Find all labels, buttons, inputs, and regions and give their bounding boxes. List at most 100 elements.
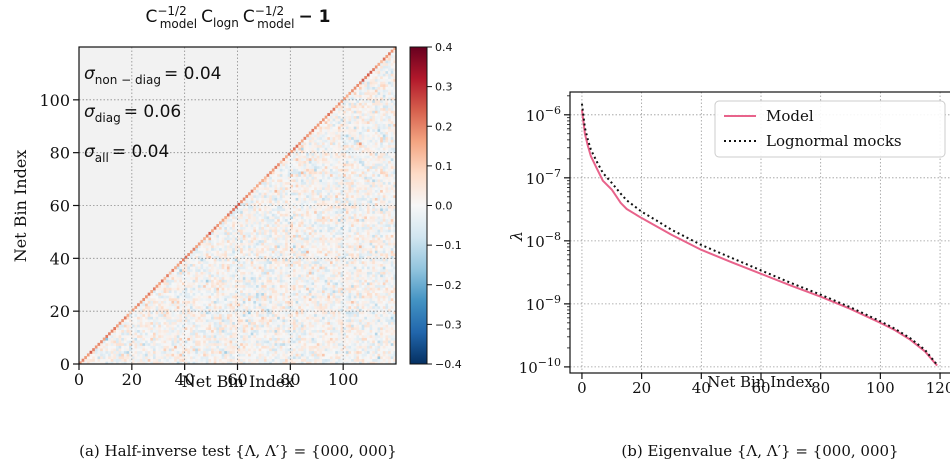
heatmap-cell [232,324,236,328]
heatmap-cell [266,242,270,246]
heatmap-cell [237,327,241,331]
heatmap-cell [234,358,238,362]
heatmap-cell [147,334,151,338]
heatmap-cell [224,308,228,312]
heatmap-cell [121,321,125,325]
heatmap-cell [179,282,183,286]
heatmap-cell [155,332,159,336]
heatmap-cell [237,313,241,317]
heatmap-cell [322,274,326,278]
heatmap-cell [234,321,238,325]
heatmap-cell [369,348,373,352]
heatmap-cell [205,245,209,249]
heatmap-cell [221,237,225,241]
heatmap-cell [126,350,130,354]
heatmap-cell [208,311,212,315]
heatmap-cell [345,229,349,233]
heatmap-cell [142,345,146,349]
heatmap-cell [390,239,394,243]
heatmap-cell [324,253,328,257]
heatmap-cell [226,337,230,341]
heatmap-cell [377,229,381,233]
heatmap-cell [219,239,222,243]
heatmap-cell [359,308,363,312]
heatmap-cell [377,321,381,325]
heatmap-cell [290,234,294,238]
heatmap-cell [240,260,244,264]
heatmap-cell [327,345,331,349]
heatmap-cell [131,361,135,364]
heatmap-cell [308,321,312,325]
heatmap-cell [248,271,252,275]
heatmap-cell [353,300,357,304]
heatmap-cell [340,231,344,235]
heatmap-cell [216,290,220,294]
heatmap-cell [253,319,257,323]
heatmap-cell [258,231,262,235]
heatmap-cell [274,234,278,238]
heatmap-cell [208,319,212,323]
heatmap-cell [351,345,355,349]
heatmap-cell [322,297,326,301]
heatmap-cell [361,255,365,259]
heatmap-cell [232,282,236,286]
heatmap-cell [261,319,265,323]
heatmap-cell [174,300,178,304]
heatmap-cell [374,242,378,246]
heatmap-cell [142,353,146,357]
heatmap-cell [340,324,344,328]
heatmap-cell [203,239,207,243]
heatmap-cell [221,305,225,309]
heatmap-cell [250,332,254,336]
heatmap-cell [335,334,339,338]
heatmap-cell [205,260,209,264]
heatmap-cell [271,237,275,241]
heatmap-cell [134,353,138,357]
heatmap-cell [295,258,299,262]
heatmap-cell [150,361,154,364]
heatmap-cell [205,334,209,338]
heatmap-cell [163,313,167,317]
heatmap-cell [245,276,249,280]
heatmap-cell [137,311,141,315]
heatmap-cell [327,247,331,251]
heatmap-cell [361,297,365,301]
heatmap-cell [242,234,246,238]
heatmap-cell [123,327,127,331]
heatmap-cell [121,361,125,364]
heatmap-cell [145,350,149,354]
heatmap-cell [271,350,275,354]
heatmap-cell [150,332,154,336]
heatmap-cell [359,348,363,352]
heatmap-cell [290,263,294,267]
heatmap-cell [115,345,119,349]
heatmap-cell [126,340,130,344]
heatmap-cell [203,250,207,254]
heatmap-cell [266,353,270,357]
heatmap-cell [145,361,149,364]
heatmap-cell [377,324,381,328]
heatmap-cell [282,255,286,259]
heatmap-cell [361,239,365,243]
heatmap-cell [327,290,331,294]
heatmap-cell [369,239,373,243]
heatmap-cell [285,268,289,272]
heatmap-cell [208,284,212,288]
heatmap-cell [216,274,220,278]
heatmap-cell [258,308,262,312]
heatmap-cell [258,319,262,323]
heatmap-cell [385,282,389,286]
heatmap-cell [174,297,178,301]
heatmap-cell [208,316,212,320]
heatmap-cell [242,279,246,283]
heatmap-cell [393,276,396,280]
heatmap-cell [255,313,259,317]
heatmap-cell [340,263,344,267]
heatmap-cell [158,356,162,360]
heatmap-cell [86,361,90,364]
heatmap-cell [380,345,384,349]
heatmap-cell [158,300,162,304]
heatmap-cell [285,303,289,307]
heatmap-cell [353,345,357,349]
heatmap-cell [211,348,215,352]
